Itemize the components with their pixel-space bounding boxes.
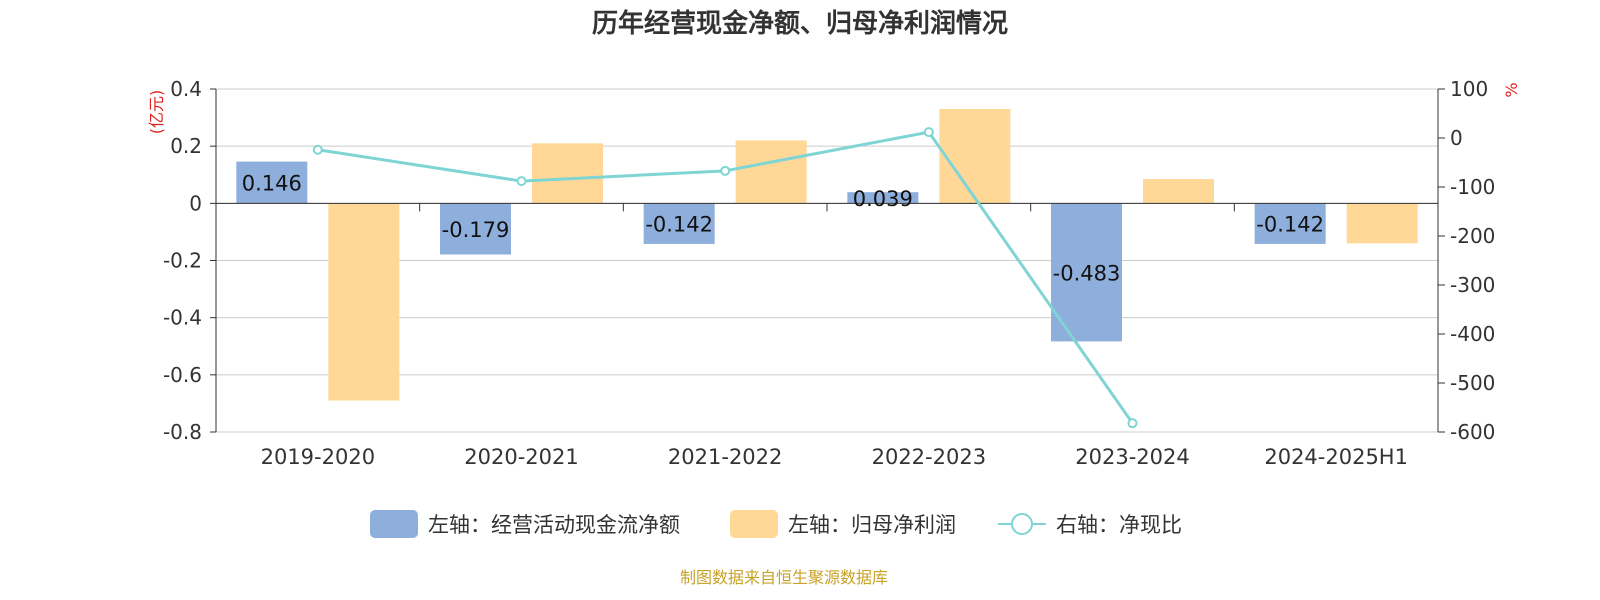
- left-tick-label: -0.8: [163, 420, 202, 444]
- ratio-line: [312, 127, 1138, 429]
- legend: 左轴：经营活动现金流净额 左轴：归母净利润 右轴：净现比: [370, 510, 1182, 538]
- cashflow-bar: [236, 161, 308, 204]
- profit-bar: [1143, 179, 1214, 204]
- cashflow-data-label: 0.039: [853, 187, 913, 211]
- profit-bar: [939, 109, 1011, 204]
- chart-title: 历年经营现金净额、归母净利润情况: [592, 8, 1008, 39]
- left-tick-label: 0: [189, 191, 202, 215]
- category-label: 2020-2021: [464, 445, 578, 469]
- left-tick-label: -0.6: [163, 363, 202, 387]
- legend-marker-ratio: [1011, 513, 1033, 535]
- cashflow-data-label: -0.142: [1256, 213, 1324, 237]
- right-tick-label: -600: [1450, 420, 1495, 444]
- profit-bar: [735, 140, 807, 204]
- category-label: 2023-2024: [1075, 445, 1189, 469]
- ratio-point: [1127, 418, 1138, 429]
- right-tick-label: -200: [1450, 224, 1495, 248]
- right-tick-label: -100: [1450, 175, 1495, 199]
- left-tick-label: 0.2: [170, 134, 202, 158]
- cashflow-data-label: -0.142: [645, 213, 713, 237]
- right-tick-label: -400: [1450, 322, 1495, 346]
- legend-label-cashflow: 左轴：经营活动现金流净额: [428, 513, 680, 537]
- cashflow-bar: [847, 192, 919, 204]
- left-tick-label: -0.4: [163, 306, 202, 330]
- right-axis-unit: %: [1502, 82, 1521, 97]
- ratio-point: [516, 176, 527, 187]
- right-tick-label: -300: [1450, 273, 1495, 297]
- ratio-point: [312, 144, 323, 155]
- right-tick-label: 100: [1450, 77, 1488, 101]
- cashflow-bar: [643, 203, 715, 244]
- cashflow-bar: [1051, 203, 1122, 342]
- ratio-point: [923, 127, 934, 138]
- profit-bar: [532, 143, 603, 204]
- legend-swatch-cashflow: [370, 510, 418, 538]
- left-tick-label: -0.2: [163, 249, 202, 273]
- category-label: 2024-2025H1: [1264, 445, 1408, 469]
- category-label: 2019-2020: [261, 445, 375, 469]
- axes: 0.4 0.2 0 -0.2 -0.4 -0.6 -0.8 100 0 -100 -200 -300 -…: [163, 77, 1495, 469]
- data-labels: 0.146 -0.179 -0.142 0.039 -0.483 -0.142: [242, 171, 1324, 285]
- legend-label-profit: 左轴：归母净利润: [788, 513, 956, 537]
- source-note: 制图数据来自恒生聚源数据库: [680, 568, 888, 587]
- category-label: 2022-2023: [872, 445, 986, 469]
- cashflow-data-label: -0.483: [1053, 261, 1121, 285]
- legend-swatch-profit: [730, 510, 778, 538]
- right-tick-label: -500: [1450, 371, 1495, 395]
- left-axis-unit: (亿元): [147, 90, 166, 135]
- bars: [236, 109, 1418, 401]
- cashflow-data-label: 0.146: [242, 171, 302, 195]
- legend-label-ratio: 右轴：净现比: [1056, 513, 1182, 537]
- cashflow-bar: [440, 203, 511, 255]
- category-label: 2021-2022: [668, 445, 782, 469]
- cashflow-data-label: -0.179: [442, 218, 510, 242]
- right-tick-label: 0: [1450, 126, 1463, 150]
- cashflow-bar: [1254, 203, 1326, 244]
- profit-bar: [328, 203, 400, 401]
- ratio-point: [720, 165, 731, 176]
- left-tick-label: 0.4: [170, 77, 202, 101]
- profit-bar: [1346, 203, 1418, 244]
